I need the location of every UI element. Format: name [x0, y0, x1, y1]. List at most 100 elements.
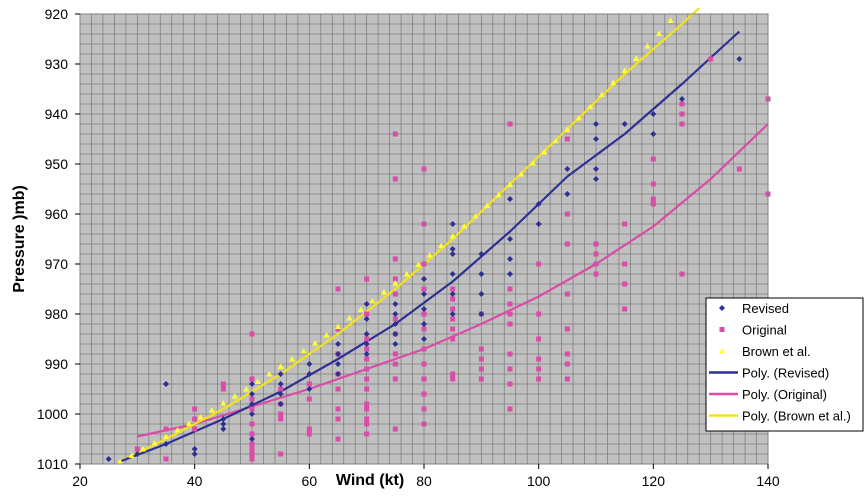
data-point-original [392, 426, 398, 432]
data-point-original [364, 431, 370, 437]
legend-swatch-original [719, 327, 725, 332]
data-point-original [421, 286, 427, 292]
data-point-original [364, 276, 370, 282]
legend-swatch-revised [719, 305, 725, 311]
data-point-original [507, 311, 513, 317]
data-point-original [335, 436, 341, 442]
data-point-revised [249, 391, 255, 397]
data-point-revised [335, 341, 341, 347]
data-point-original [450, 326, 456, 332]
data-point-original [134, 446, 140, 452]
data-point-original [192, 416, 198, 422]
data-point-revised [449, 221, 456, 227]
data-point-original [392, 351, 398, 357]
data-point-revised [507, 236, 513, 242]
data-point-original [536, 311, 542, 317]
data-point-original [278, 386, 284, 392]
data-point-revised [650, 131, 657, 137]
data-point-original [421, 261, 427, 267]
data-point-brown-et-al [495, 192, 502, 198]
data-point-brown-et-al [128, 452, 135, 458]
data-point-revised [679, 96, 685, 102]
data-point-revised [249, 401, 255, 407]
data-point-original [364, 366, 370, 372]
data-point-revised [507, 256, 513, 262]
data-point-brown-et-al [231, 393, 238, 399]
data-point-original [679, 121, 685, 127]
data-point-original [220, 386, 226, 392]
data-point-original [507, 351, 513, 357]
data-point-original [679, 101, 685, 107]
data-point-original [364, 346, 370, 352]
data-point-brown-et-al [243, 386, 250, 392]
data-point-original [306, 396, 312, 402]
data-point-revised [449, 291, 456, 297]
data-point-original [536, 336, 542, 342]
data-point-revised [507, 196, 513, 202]
data-point-revised [564, 166, 571, 172]
data-point-brown-et-al [289, 356, 296, 362]
data-point-revised [277, 391, 284, 397]
legend-label: Poly. (Brown et al.) [742, 409, 851, 424]
data-point-revised [105, 456, 112, 462]
y-tick-label: 940 [45, 106, 69, 122]
y-tick-label: 950 [45, 156, 69, 172]
data-point-revised [478, 271, 485, 277]
data-markers [105, 17, 771, 464]
data-point-original [335, 406, 341, 412]
data-point-revised [392, 321, 399, 327]
data-point-original [564, 351, 570, 357]
data-point-brown-et-al [380, 289, 387, 295]
data-point-revised [163, 441, 169, 447]
data-point-original [478, 376, 484, 382]
data-point-original [421, 406, 427, 412]
data-point-revised [535, 221, 542, 227]
data-point-original [507, 406, 513, 412]
x-tick-label: 80 [416, 473, 432, 489]
data-point-original [278, 451, 284, 457]
data-point-original [364, 406, 370, 412]
data-point-original [536, 356, 542, 362]
data-point-original [679, 271, 685, 277]
data-point-original [220, 381, 226, 387]
data-point-original [364, 336, 370, 342]
y-tick-label: 930 [45, 56, 69, 72]
data-point-original [478, 366, 484, 372]
data-point-original [679, 111, 685, 117]
y-tick-label: 960 [45, 206, 69, 222]
data-point-revised [736, 56, 743, 62]
data-point-original [622, 221, 628, 227]
data-point-revised [449, 311, 456, 317]
data-point-revised [306, 371, 313, 377]
data-point-original [306, 381, 312, 387]
legend-box [705, 297, 864, 432]
data-point-original [622, 306, 628, 312]
data-point-original [392, 361, 398, 367]
data-point-revised [363, 316, 370, 322]
data-point-revised [163, 381, 169, 387]
data-point-revised [449, 246, 456, 252]
data-point-revised [220, 416, 227, 422]
legend-label: Poly. (Original) [742, 387, 827, 402]
data-point-brown-et-al [656, 30, 663, 36]
data-point-original [421, 361, 427, 367]
data-point-brown-et-al [415, 261, 422, 267]
data-point-original [163, 426, 169, 432]
data-point-original [335, 386, 341, 392]
data-point-original [650, 181, 656, 187]
data-point-original [249, 421, 255, 427]
data-point-revised [478, 251, 485, 257]
data-point-brown-et-al [335, 323, 341, 329]
data-point-brown-et-al [438, 242, 445, 248]
data-point-original [478, 346, 484, 352]
data-point-original [392, 256, 398, 262]
x-tick-label: 20 [72, 473, 88, 489]
legend-label: Revised [742, 301, 789, 316]
data-point-revised [421, 336, 427, 342]
data-point-revised [564, 191, 571, 197]
y-tick-label: 970 [45, 256, 69, 272]
data-point-brown-et-al [484, 202, 491, 208]
data-point-original [335, 416, 341, 422]
data-point-revised [335, 361, 341, 367]
data-point-original [421, 346, 427, 352]
